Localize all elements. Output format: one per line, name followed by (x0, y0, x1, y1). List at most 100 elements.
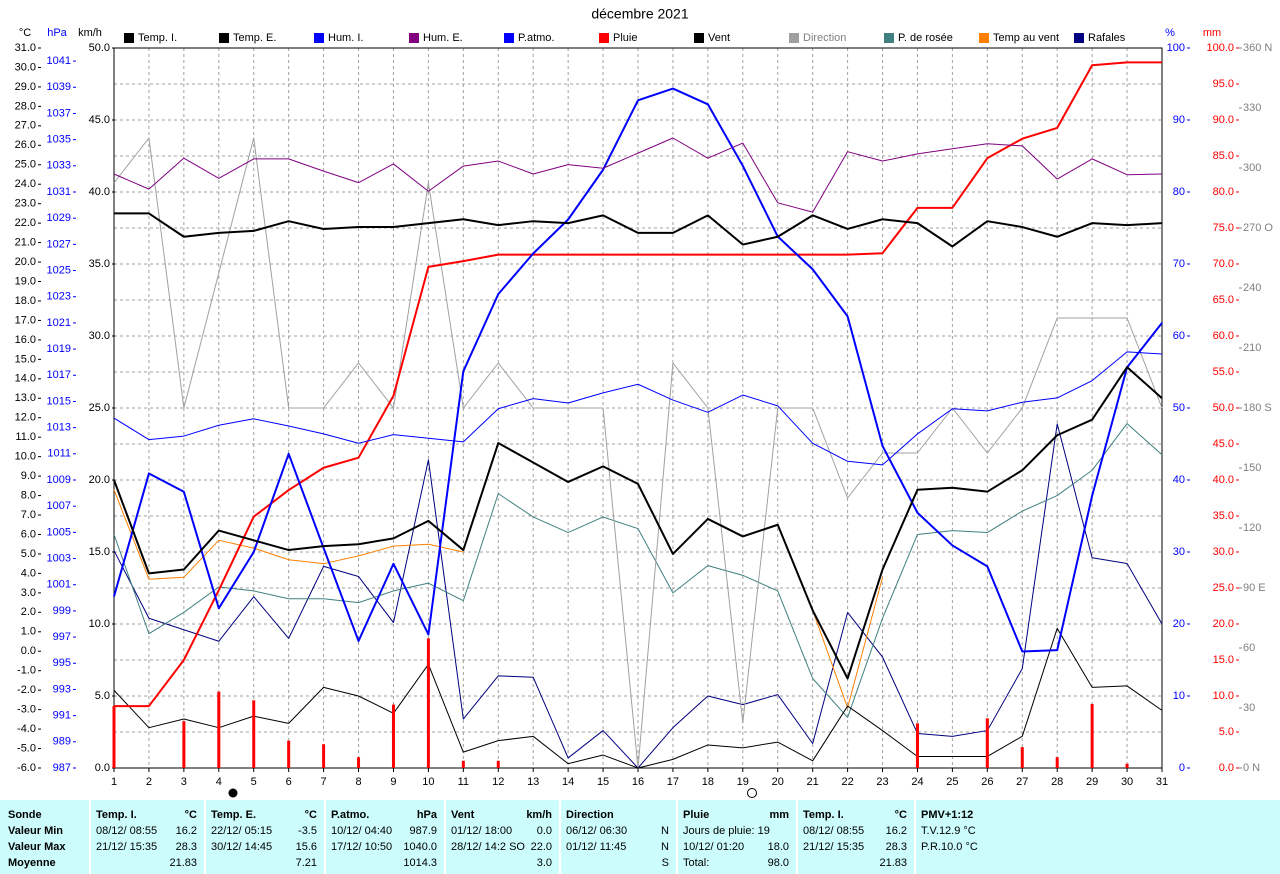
y-tick-label: 0.0 (1219, 762, 1234, 774)
axis-unit: °C (19, 27, 31, 39)
y-tick-label: 22.0 (15, 217, 36, 229)
y-tick-label: -6.0 (17, 762, 36, 774)
column-unit: °C (305, 809, 317, 821)
legend-label: Hum. E. (423, 32, 463, 44)
x-tick-label: 19 (737, 776, 749, 788)
y-tick-label: 15.0 (89, 546, 110, 558)
row-label: Valeur Min (8, 825, 63, 837)
y-tick-label: 1009 (47, 474, 71, 486)
y-tick-label: 10.0 (15, 451, 36, 463)
y-tick-label: 55.0 (1213, 366, 1234, 378)
y-tick-label: 5.0 (95, 690, 110, 702)
x-tick-label: 31 (1156, 776, 1168, 788)
row-label: Valeur Max (8, 841, 66, 853)
cell-text: T.V.12.9 °C (921, 825, 976, 837)
y-tick-label: 1025 (47, 264, 71, 276)
rain-bar (426, 638, 430, 768)
y-tick-label: 80 (1173, 186, 1185, 198)
y-tick-label: 45.0 (89, 114, 110, 126)
x-tick-label: 10 (422, 776, 434, 788)
y-tick-label: 30 (1243, 702, 1255, 714)
y-tick-label: 5.0 (21, 548, 36, 560)
rain-bar (182, 721, 186, 768)
y-tick-label: 25.0 (1213, 582, 1234, 594)
legend-label: Direction (803, 32, 846, 44)
y-tick-label: 20 (1173, 618, 1185, 630)
x-tick-label: 8 (355, 776, 361, 788)
y-tick-label: 50 (1173, 402, 1185, 414)
y-tick-label: 30.0 (89, 330, 110, 342)
legend-swatch (1074, 33, 1084, 43)
x-tick-label: 23 (876, 776, 888, 788)
x-tick-label: 1 (111, 776, 117, 788)
column-title: Vent (451, 809, 475, 821)
y-tick-label: -2.0 (17, 684, 36, 696)
cell-text: N (661, 825, 669, 837)
rain-bar (112, 706, 116, 768)
y-tick-label: 9.0 (21, 470, 36, 482)
rain-bar (1020, 747, 1024, 768)
x-tick-label: 9 (390, 776, 396, 788)
y-tick-label: -3.0 (17, 704, 36, 716)
y-tick-label: 90.0 (1213, 114, 1234, 126)
y-tick-label: 16.0 (15, 334, 36, 346)
rain-bar (252, 700, 256, 768)
y-tick-label: 60 (1173, 330, 1185, 342)
axis-unit: % (1165, 27, 1175, 39)
x-tick-label: 7 (321, 776, 327, 788)
x-tick-label: 26 (981, 776, 993, 788)
y-tick-label: 1037 (47, 107, 71, 119)
y-tick-label: 995 (53, 657, 71, 669)
series-line (113, 137, 1163, 213)
column-title: P.atmo. (331, 809, 369, 821)
rain-bar (1055, 757, 1059, 768)
y-tick-label: 4.0 (21, 567, 36, 579)
y-tick-label: 25.0 (89, 402, 110, 414)
cell-text: 7.21 (296, 857, 317, 869)
cell-text: SO (509, 841, 525, 853)
row-label: Moyenne (8, 857, 56, 869)
moon-full (747, 788, 757, 798)
x-tick-label: 20 (772, 776, 784, 788)
series-line (113, 351, 1163, 466)
x-tick-label: 12 (492, 776, 504, 788)
cell-text: 17/12/ 10:50 (331, 841, 392, 853)
x-tick-label: 18 (702, 776, 714, 788)
legend-swatch (979, 33, 989, 43)
y-tick-label: 75.0 (1213, 222, 1234, 234)
chart-title: décembre 2021 (591, 6, 689, 22)
y-tick-label: 0 N (1243, 762, 1260, 774)
moon-new (228, 788, 238, 798)
cell-text: N (661, 841, 669, 853)
cell-text: 1014.3 (403, 857, 437, 869)
y-tick-label: 300 (1243, 162, 1261, 174)
x-tick-label: 30 (1121, 776, 1133, 788)
y-tick-label: 80.0 (1213, 186, 1234, 198)
y-tick-label: 989 (53, 736, 71, 748)
legend-label: P. de rosée (898, 32, 953, 44)
x-tick-label: 2 (146, 776, 152, 788)
y-tick-label: 180 S (1243, 402, 1272, 414)
cell-text: 15.6 (296, 841, 317, 853)
cell-text: 06/12/ 06:30 (566, 825, 627, 837)
rain-bar (287, 740, 291, 768)
x-tick-label: 14 (562, 776, 574, 788)
legend-label: Pluie (613, 32, 637, 44)
y-tick-label: 95.0 (1213, 78, 1234, 90)
legend-swatch (599, 33, 609, 43)
x-tick-label: 4 (216, 776, 222, 788)
y-tick-label: 25.0 (15, 159, 36, 171)
y-tick-label: 6.0 (21, 528, 36, 540)
y-tick-label: 1029 (47, 212, 71, 224)
y-tick-label: 270 O (1243, 222, 1273, 234)
cell-text: 01/12/ 18:00 (451, 825, 512, 837)
y-tick-label: 29.0 (15, 81, 36, 93)
x-tick-label: 13 (527, 776, 539, 788)
x-tick-label: 16 (632, 776, 644, 788)
cell-text: 98.0 (768, 857, 789, 869)
y-tick-label: 1023 (47, 291, 71, 303)
column-unit: °C (895, 809, 907, 821)
y-tick-label: 1015 (47, 395, 71, 407)
y-tick-label: 1001 (47, 579, 71, 591)
y-tick-label: 18.0 (15, 295, 36, 307)
